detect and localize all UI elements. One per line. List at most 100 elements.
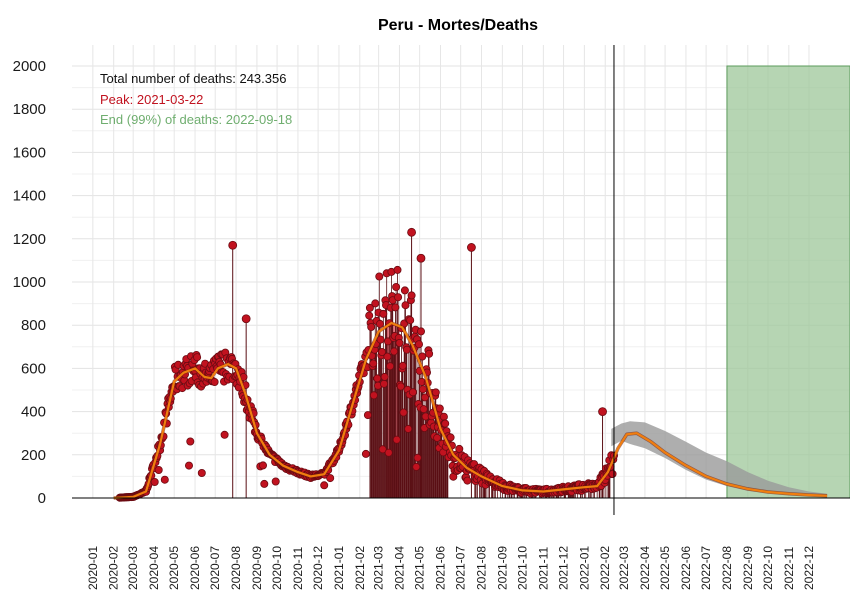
y-tick-label: 0 [38, 490, 46, 507]
daily-point [326, 474, 335, 483]
daily-point [396, 382, 405, 391]
x-tick-label: 2020-02 [107, 546, 121, 590]
daily-peak-point [416, 253, 426, 263]
daily-point [271, 477, 280, 486]
projection-band [611, 421, 828, 497]
daily-point [441, 419, 450, 428]
daily-point [383, 352, 392, 361]
y-tick-label: 1000 [13, 274, 46, 291]
daily-point [160, 475, 169, 484]
daily-point [378, 445, 387, 454]
daily-point [365, 303, 374, 312]
y-tick-label: 1200 [13, 231, 46, 248]
x-tick-label: 2021-11 [536, 547, 550, 590]
daily-point [365, 311, 374, 320]
x-tick-label: 2020-11 [291, 547, 305, 590]
x-tick-label: 2021-09 [495, 546, 509, 590]
x-axis-ticks: 2020-01 2020-02 2020-03 2020-04 2020-05 2020-… [86, 546, 816, 590]
daily-point [446, 433, 455, 442]
x-tick-label: 2021-07 [454, 546, 468, 590]
x-tick-label: 2020-01 [86, 546, 100, 590]
x-tick-label: 2020-09 [250, 546, 264, 590]
daily-point [150, 477, 159, 486]
daily-point [433, 433, 442, 442]
daily-point [220, 430, 229, 439]
daily-point [390, 347, 399, 356]
daily-peak-point [228, 240, 238, 250]
y-tick-label: 600 [21, 360, 46, 377]
x-tick-label: 2020-12 [311, 546, 325, 590]
daily-point [402, 345, 411, 354]
daily-point [258, 461, 267, 470]
x-tick-label: 2022-01 [577, 546, 591, 590]
annotation-peak: Peak: 2021-03-22 [100, 92, 203, 107]
smoothed-fit-line [113, 321, 828, 500]
daily-point [419, 405, 428, 414]
daily-point [401, 301, 410, 310]
daily-point [363, 411, 372, 420]
daily-point [439, 412, 448, 421]
daily-point [260, 479, 269, 488]
daily-point [320, 481, 329, 490]
x-tick-label: 2021-12 [557, 546, 571, 590]
daily-point [380, 372, 389, 381]
daily-point [413, 453, 422, 462]
daily-point [371, 299, 380, 308]
x-tick-label: 2022-08 [720, 546, 734, 590]
daily-point [373, 374, 382, 383]
daily-point [375, 272, 384, 281]
daily-point [184, 461, 193, 470]
daily-point [395, 338, 404, 347]
x-tick-label: 2020-06 [188, 546, 202, 590]
x-tick-label: 2022-12 [802, 546, 816, 590]
x-tick-label: 2022-11 [782, 547, 796, 590]
y-tick-label: 1800 [13, 101, 46, 118]
daily-point [431, 388, 440, 397]
projection-band-area [611, 421, 828, 497]
regions [386, 65, 850, 499]
x-tick-label: 2020-10 [270, 546, 284, 590]
daily-point [407, 291, 416, 300]
x-tick-label: 2022-07 [699, 546, 713, 590]
daily-point [418, 385, 427, 394]
x-tick-label: 2020-04 [147, 546, 161, 590]
x-tick-label: 2022-04 [638, 546, 652, 590]
x-tick-label: 2022-03 [617, 546, 631, 590]
daily-point [392, 435, 401, 444]
x-tick-label: 2022-02 [598, 546, 612, 590]
daily-point [463, 476, 472, 485]
chart-title: Peru - Mortes/Deaths [378, 17, 538, 34]
daily-point [379, 379, 388, 388]
daily-point [400, 286, 409, 295]
end-region [726, 65, 850, 499]
daily-point [391, 303, 400, 312]
daily-point [392, 282, 401, 291]
daily-point [193, 353, 202, 362]
daily-point [154, 465, 163, 474]
annotation-end: End (99%) of deaths: 2022-09-18 [100, 112, 292, 127]
daily-point [394, 293, 403, 302]
daily-point [399, 408, 408, 417]
daily-point [361, 449, 370, 458]
x-tick-label: 2021-06 [433, 546, 447, 590]
daily-peak-point [598, 407, 607, 417]
daily-point [367, 322, 376, 331]
daily-point [420, 393, 429, 402]
y-tick-label: 1600 [13, 144, 46, 161]
daily-point [393, 265, 402, 274]
daily-point [435, 404, 444, 413]
x-tick-label: 2020-07 [208, 546, 222, 590]
x-tick-label: 2021-01 [332, 546, 346, 590]
daily-point [408, 388, 417, 397]
daily-point [375, 319, 384, 328]
x-tick-label: 2021-03 [372, 546, 386, 590]
daily-point [386, 362, 395, 371]
y-tick-label: 2000 [13, 58, 46, 75]
y-axis-ticks: 0 200 400 600 800 1000 1200 1400 1600 1800 2000 [13, 58, 46, 507]
x-tick-label: 2021-08 [475, 546, 489, 590]
daily-point [377, 347, 386, 356]
daily-point [210, 377, 219, 386]
x-tick-label: 2021-10 [516, 546, 530, 590]
daily-point [425, 349, 434, 358]
